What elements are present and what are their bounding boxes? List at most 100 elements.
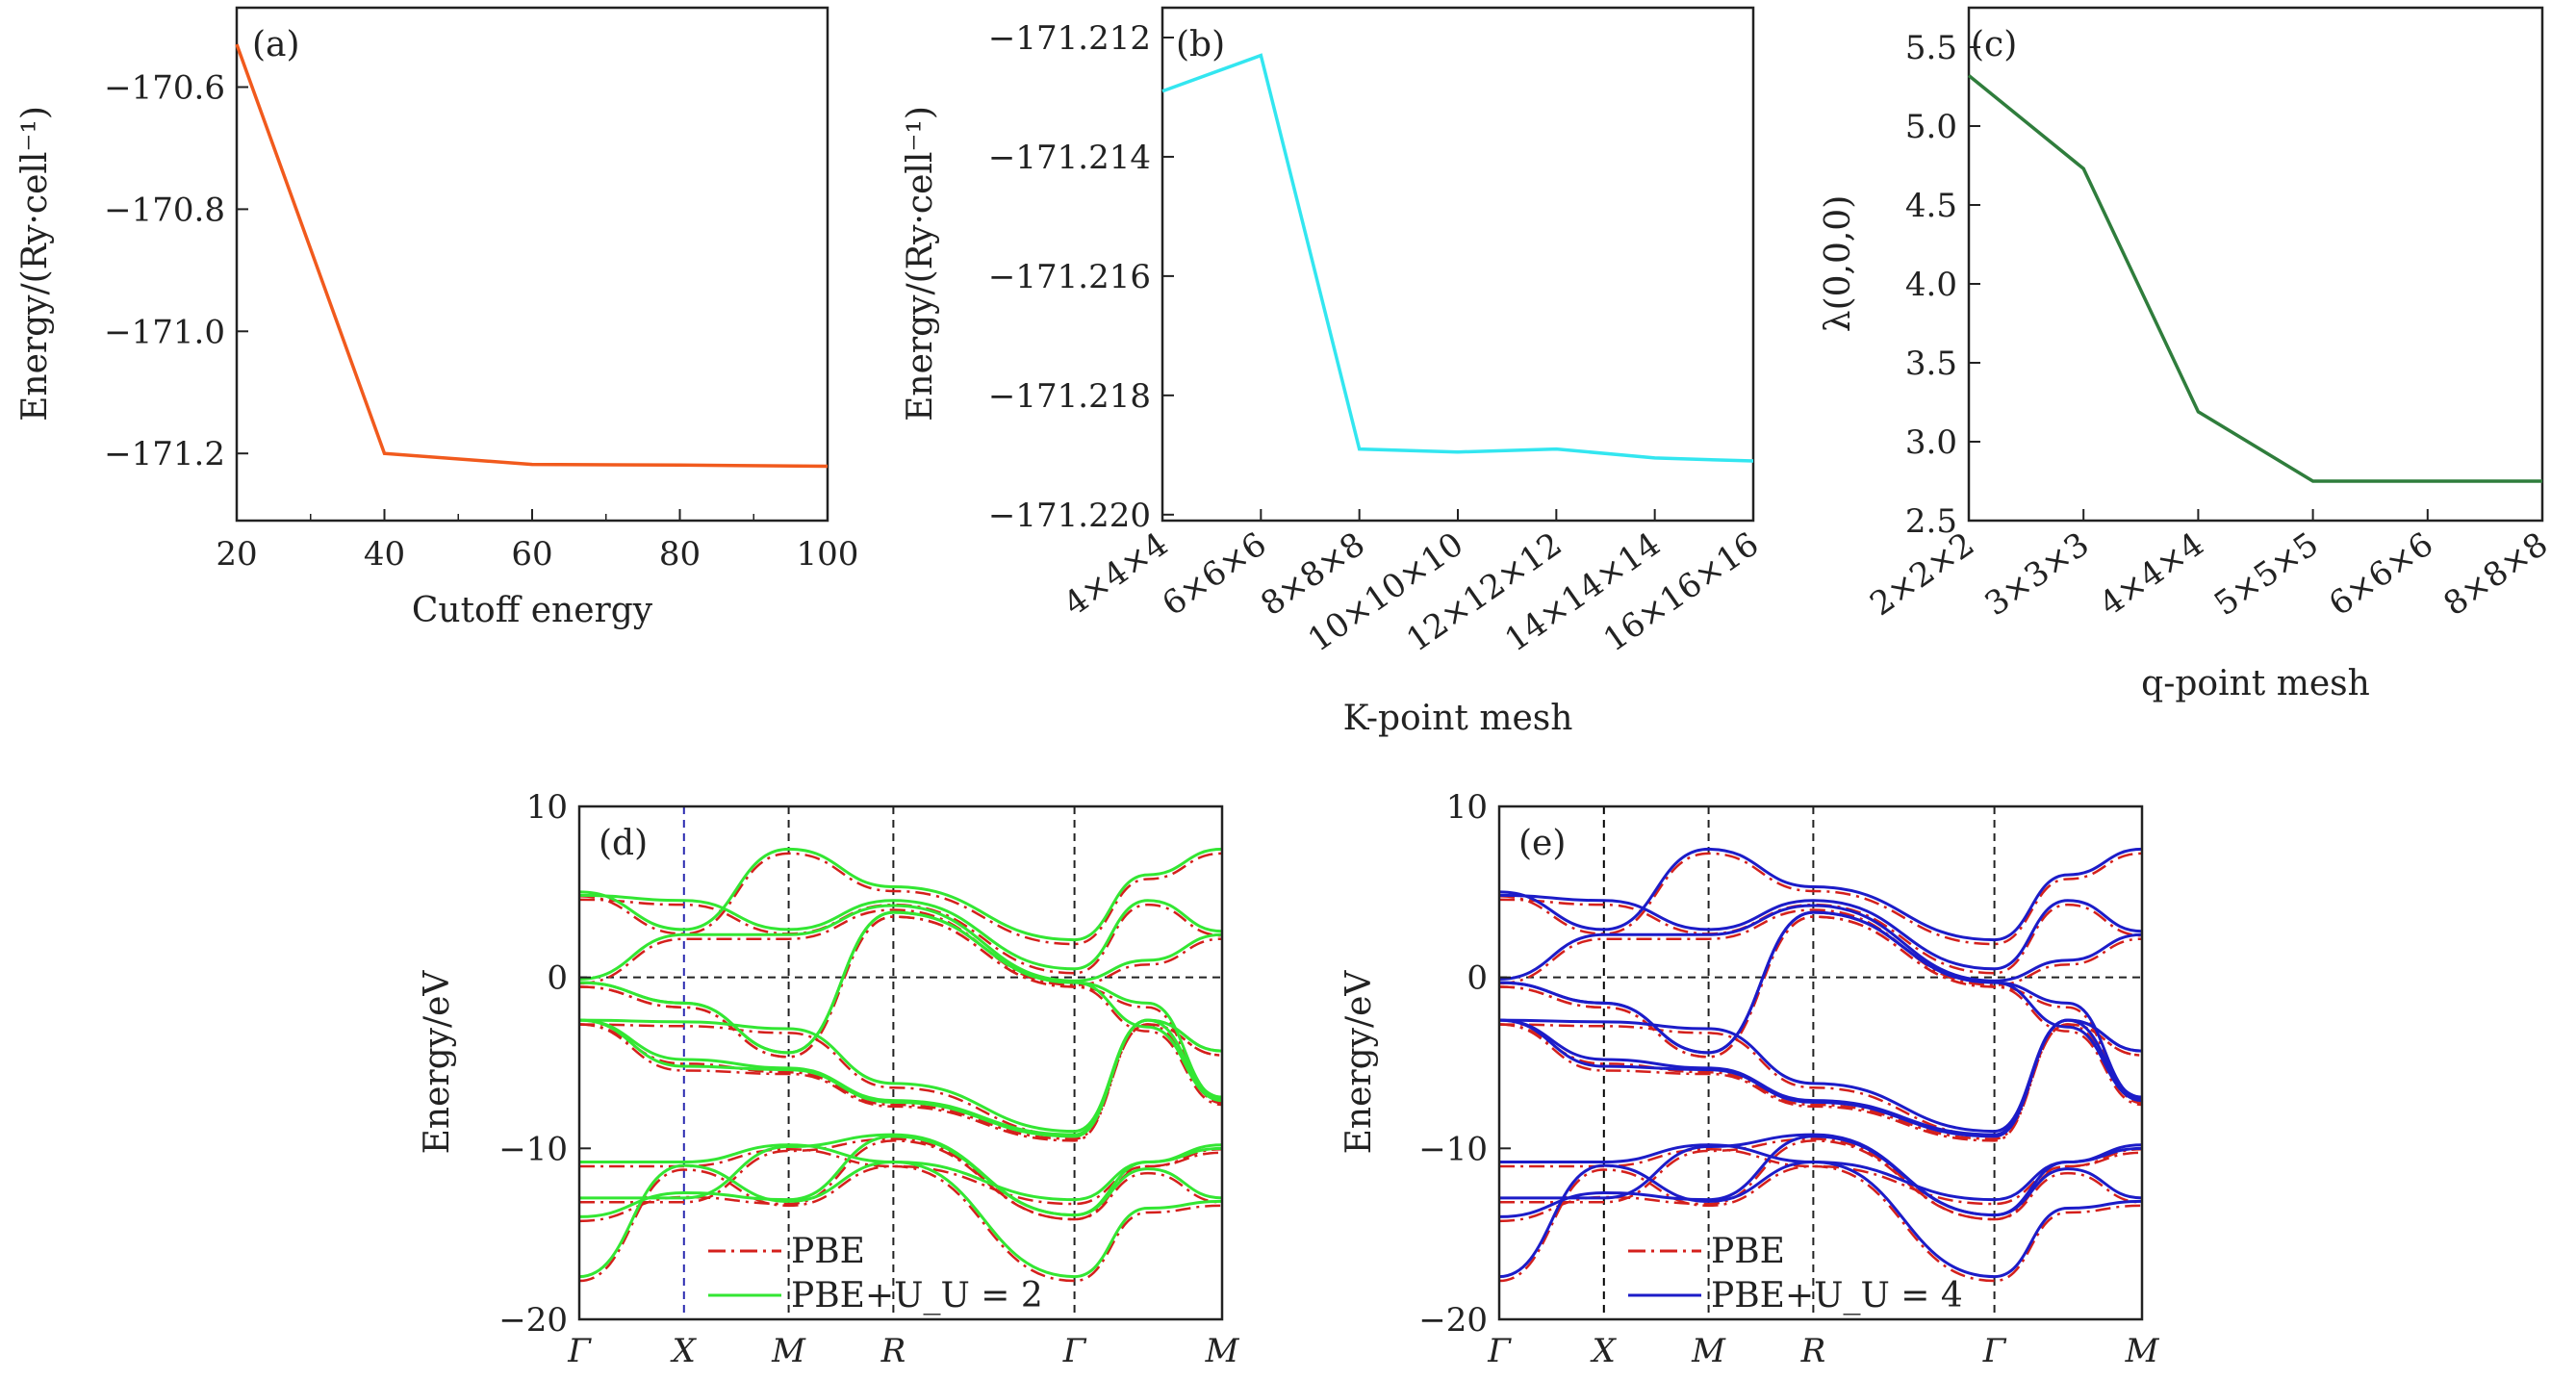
panel-e-pbe-band: [1498, 898, 2143, 975]
panel-d-kpath-label: M: [771, 1332, 806, 1370]
panel-e-ytick-label: −10: [1418, 1130, 1488, 1168]
panel-d-pbe-band: [578, 1023, 1223, 1142]
panel-e-ytick-label: −20: [1418, 1301, 1488, 1340]
panel-d-u-band: [578, 847, 1223, 942]
panel-b-series-line: [1161, 53, 1754, 463]
panel-d-u-band: [578, 1135, 1223, 1218]
panel-e-kpath-label: M: [1691, 1332, 1726, 1370]
panel-b-xlabel: K-point mesh: [1343, 699, 1573, 738]
panel-e-kpath-label: Γ: [1487, 1332, 1512, 1370]
panel-d-tag: (d): [599, 824, 648, 863]
panel-e-u-band: [1498, 893, 2143, 971]
panel-d-bands: [578, 847, 1223, 1283]
panel-e-u-band: [1498, 1133, 2143, 1217]
panel-e-bands: [1498, 847, 2143, 1283]
panel-e-u-band: [1498, 1161, 2143, 1279]
panel-d-kpath-label: Γ: [1062, 1332, 1087, 1370]
panel-e-tag: (e): [1518, 824, 1566, 863]
panel-d-ytick-label: −10: [498, 1130, 568, 1168]
panel-c-xlabel: q-point mesh: [2141, 664, 2370, 703]
panel-d-legend-u-label: PBE+U_U = 2: [791, 1276, 1043, 1315]
panel-e-u-band: [1498, 910, 2143, 1103]
panel-c-ytick-label: 5.5: [1905, 29, 1957, 67]
panel-a-xtick-label: 80: [659, 535, 701, 574]
panel-b-ytick-label: −171.218: [988, 377, 1151, 416]
panel-d-frame: [577, 804, 1224, 1321]
panel-d-pbe-band: [578, 915, 1223, 1107]
panel-d-pbe-band: [579, 1137, 1223, 1221]
panel-e-ytick-label: 10: [1446, 788, 1488, 827]
panel-e-kpath-label: M: [2125, 1332, 2160, 1370]
panel-d-kpath-label: X: [670, 1332, 698, 1370]
panel-d-pbe-band: [578, 908, 1223, 986]
panel-a-series-line: [235, 43, 829, 469]
panel-a-xtick-label: 20: [216, 535, 257, 574]
panel-c-ytick-label: 2.5: [1905, 502, 1957, 541]
panel-d-ticks: Γ X M R Γ M −20 −10 0 10: [498, 788, 1239, 1370]
panel-a-xtick-label: 60: [511, 535, 552, 574]
panel-e-legend-u-label: PBE+U_U = 4: [1711, 1276, 1963, 1315]
panel-c-ytick-label: 5.0: [1905, 108, 1957, 146]
panel-d-legend: PBE PBE+U_U = 2: [708, 1232, 1043, 1315]
panel-c-tag: (c): [1971, 25, 2017, 64]
panel-c-ytick-label: 3.5: [1905, 345, 1957, 383]
panel-d-u-band: [578, 893, 1223, 971]
panel-e-pbe-band: [1498, 1023, 2143, 1142]
panel-e-pbe-band: [1498, 1164, 2143, 1283]
panel-d-pbe-band: [578, 898, 1223, 975]
panel-b-ytick-label: −171.212: [988, 19, 1151, 58]
panel-d-legend-pbe-label: PBE: [791, 1232, 865, 1271]
panel-d-u-band: [578, 1133, 1223, 1217]
panel-a-ticks: −170.6 −170.8 −171.0 −171.2 20 40 60 80 100: [104, 68, 858, 574]
panel-d-kpath-label: M: [1205, 1332, 1240, 1370]
panel-e-ytick-label: 0: [1467, 959, 1488, 998]
panel-e-ylabel: Energy/eV: [1339, 970, 1379, 1155]
panel-d-u-band: [578, 904, 1223, 983]
panel-d-u-band: [578, 910, 1223, 1103]
panel-c-ytick-label: 3.0: [1905, 423, 1957, 462]
panel-c-series-line: [1967, 74, 2542, 483]
panel-c-ytick-label: 4.0: [1905, 266, 1957, 304]
panel-a-ytick-label: −171.0: [104, 313, 225, 351]
panel-d-kpath-label: R: [880, 1332, 906, 1370]
panel-d-ytick-label: 0: [547, 959, 568, 998]
panel-e-u-band: [1498, 1135, 2143, 1218]
panel-a-xtick-label: 100: [797, 535, 859, 574]
panel-a: −170.6−170.8−171.0−171.220 40 60 80 100 (a) …: [15, 6, 858, 630]
panel-a-xtick-label: 40: [364, 535, 405, 574]
panel-e-frame: [1497, 804, 2144, 1321]
panel-a-xlabel: Cutoff energy: [412, 591, 653, 630]
panel-a-tag: (a): [252, 25, 300, 64]
panel-b-ytick-label: −171.216: [988, 258, 1151, 296]
panel-c-frame: [1967, 6, 2544, 523]
panel-e-pbe-band: [1498, 1139, 2143, 1223]
panel-d-u-band: [578, 1161, 1223, 1279]
panel-d-kpath-label: Γ: [567, 1332, 592, 1370]
panel-b-ylabel: Energy/(Ry·cell⁻¹): [901, 106, 940, 421]
panel-d-pbe-band: [578, 1164, 1223, 1283]
panel-a-ytick-label: −170.6: [104, 68, 225, 107]
panel-e-pbe-band: [1498, 915, 2143, 1107]
panel-b-ytick-label: −171.220: [988, 497, 1151, 535]
panel-c-ylabel: λ(0,0,0): [1819, 195, 1858, 333]
panel-e-kpath-label: R: [1800, 1332, 1826, 1370]
panel-d-pbe-band: [578, 1139, 1223, 1223]
panel-e-ticks: Γ X M R Γ M −20 −10 0 10: [1418, 788, 2159, 1370]
panel-e-pbe-band: [1498, 908, 2143, 986]
panel-e: Γ X M R Γ M −20 −10 0 10 (e) Energy/eV PBE PBE+U_…: [1339, 788, 2160, 1370]
panel-c-ytick-label: 4.5: [1905, 187, 1957, 225]
panel-e-u-band: [1498, 1018, 2143, 1138]
panel-d-ytick-label: −20: [498, 1301, 568, 1340]
panel-e-legend-pbe-label: PBE: [1711, 1232, 1785, 1271]
panel-e-u-band: [1498, 847, 2143, 942]
panel-e-pbe-band: [1498, 852, 2143, 946]
panel-a-ytick-label: −171.2: [104, 435, 225, 473]
panel-e-kpath-label: X: [1590, 1332, 1618, 1370]
panel-d-ytick-label: 10: [526, 788, 568, 827]
panel-d-u-band: [578, 1018, 1223, 1138]
panel-e-kpath-label: Γ: [1982, 1332, 2007, 1370]
panel-d-pbe-band: [578, 852, 1223, 946]
panel-a-ylabel: Energy/(Ry·cell⁻¹): [15, 106, 55, 421]
